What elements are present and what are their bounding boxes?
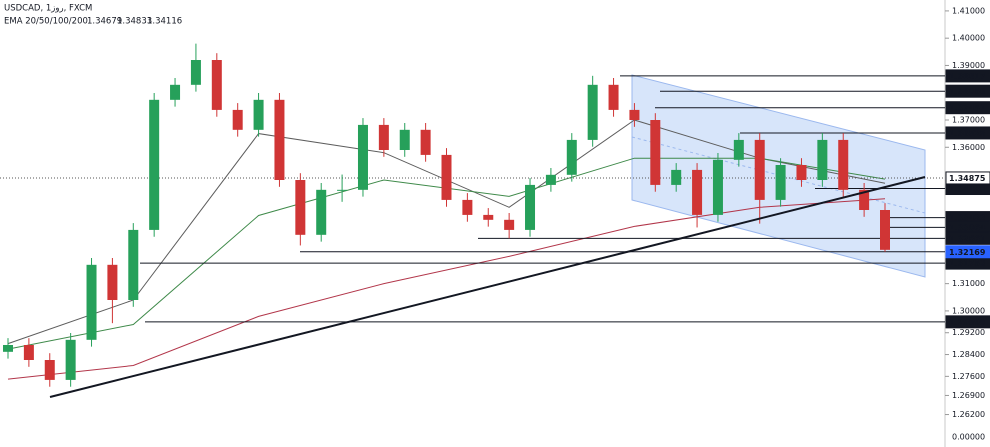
y-tick-label: 1.31000 (952, 279, 985, 288)
candle-body (316, 189, 327, 235)
y-tick-label: 1.30000 (952, 306, 985, 315)
candle-body (378, 124, 389, 150)
candle-body (754, 139, 765, 200)
candle-body (587, 84, 598, 140)
candle-body (712, 159, 723, 215)
candle-body (420, 129, 431, 155)
price-label-box (945, 101, 990, 115)
y-tick-label: 1.26200 (952, 410, 985, 419)
scale-bottom-label: 0.00000 (952, 433, 985, 442)
price-label: 1.32661 (949, 234, 986, 243)
candle-body (3, 345, 13, 352)
y-tick-label: 1.41000 (952, 6, 985, 15)
candle-body (775, 165, 786, 200)
price-label: 1.32169 (949, 248, 986, 257)
y-tick-label: 1.28400 (952, 350, 985, 359)
candle-body (295, 180, 306, 235)
candle-body (817, 139, 828, 180)
price-label: 1.36525 (949, 129, 986, 138)
candle-body (399, 129, 410, 150)
ema-line (7, 198, 886, 380)
candle-body (190, 60, 201, 85)
price-label-box (945, 245, 990, 259)
candle-body (211, 60, 222, 110)
candle-body (650, 120, 661, 185)
candle-body (170, 84, 181, 100)
price-label-box (945, 315, 990, 329)
price-label: 1.34875 (949, 174, 986, 183)
price-label: 1.38617 (949, 72, 985, 81)
price-label-box (945, 84, 990, 98)
candle-body (733, 139, 744, 160)
candle-body (149, 99, 160, 230)
ema-value: 1.34833 (117, 17, 152, 27)
candle-body (357, 124, 368, 190)
price-label: 1.31753 (949, 259, 985, 268)
candle-body (232, 109, 243, 130)
candle-body (86, 264, 97, 340)
price-label-box (945, 126, 990, 140)
candle-body (483, 214, 494, 220)
candle-body (107, 264, 118, 300)
candle-body (692, 169, 703, 215)
candle-body (796, 165, 807, 180)
candle-body (65, 339, 76, 380)
candle-body (566, 139, 577, 175)
candle-body (441, 154, 452, 200)
price-label: 1.29599 (949, 318, 986, 327)
candle-body (545, 174, 556, 185)
candle-body (838, 139, 849, 190)
candle-body (253, 99, 264, 130)
trend-line (49, 176, 926, 398)
candle-body (274, 99, 285, 180)
price-label: 1.33064 (949, 223, 986, 232)
candle-body (504, 219, 515, 230)
price-label-box (945, 69, 990, 83)
candle-body (23, 345, 34, 360)
price-label: 1.33422 (949, 214, 985, 223)
y-tick-label: 1.29200 (952, 328, 985, 337)
y-tick-label: 1.36000 (952, 143, 985, 152)
price-label: 1.38056 (949, 87, 986, 96)
y-tick-label: 1.26900 (952, 391, 985, 400)
symbol-line: USDCAD, 1روز, FXCM (4, 4, 92, 14)
ema-value: 1.34679 (87, 17, 122, 27)
ema-value: 1.34116 (147, 17, 182, 27)
y-tick-label: 1.37000 (952, 116, 985, 125)
price-label-box (945, 231, 990, 245)
y-tick-label: 1.27600 (952, 372, 985, 381)
candle-body (629, 109, 640, 120)
y-tick-label: 1.40000 (952, 34, 985, 43)
candle-body (128, 229, 139, 300)
candle-body (44, 360, 55, 380)
indicator-name: EMA 20/50/100/200 (4, 17, 88, 27)
y-tick-label: 1.39000 (952, 61, 985, 70)
candle-body (859, 189, 870, 210)
candle-body (525, 184, 536, 230)
candle-body (337, 189, 348, 191)
candle-body (880, 210, 890, 250)
candle-body (608, 84, 619, 110)
price-label: 1.34488 (949, 185, 986, 194)
price-label: 1.37451 (949, 104, 986, 113)
candle-body (462, 199, 473, 215)
price-label-box (945, 171, 990, 185)
candle-body (671, 169, 682, 185)
